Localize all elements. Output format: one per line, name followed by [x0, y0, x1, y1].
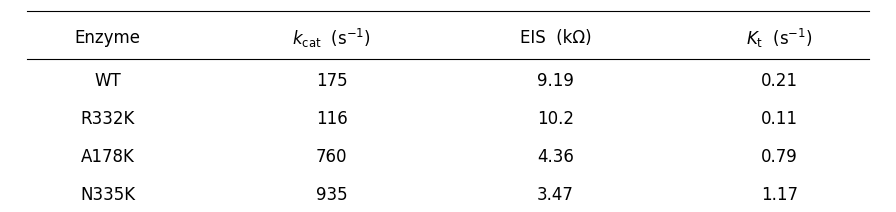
- Text: Enzyme: Enzyme: [74, 29, 141, 47]
- Text: 9.19: 9.19: [537, 72, 574, 89]
- Text: $K_{\mathregular{t}}$  (s$^{-1}$): $K_{\mathregular{t}}$ (s$^{-1}$): [746, 27, 813, 50]
- Text: 4.36: 4.36: [537, 148, 574, 166]
- Text: $k_{\mathregular{cat}}$  (s$^{-1}$): $k_{\mathregular{cat}}$ (s$^{-1}$): [292, 27, 371, 50]
- Text: 1.17: 1.17: [761, 186, 798, 204]
- Text: 10.2: 10.2: [537, 110, 574, 128]
- Text: 0.11: 0.11: [761, 110, 798, 128]
- Text: 935: 935: [315, 186, 348, 204]
- Text: 760: 760: [315, 148, 348, 166]
- Text: 0.21: 0.21: [761, 72, 798, 89]
- Text: 175: 175: [315, 72, 348, 89]
- Text: A178K: A178K: [81, 148, 134, 166]
- Text: 0.79: 0.79: [761, 148, 798, 166]
- Text: R332K: R332K: [81, 110, 134, 128]
- Text: WT: WT: [94, 72, 121, 89]
- Text: N335K: N335K: [80, 186, 135, 204]
- Text: 116: 116: [315, 110, 348, 128]
- Text: 3.47: 3.47: [537, 186, 574, 204]
- Text: EIS  (kΩ): EIS (kΩ): [520, 29, 591, 47]
